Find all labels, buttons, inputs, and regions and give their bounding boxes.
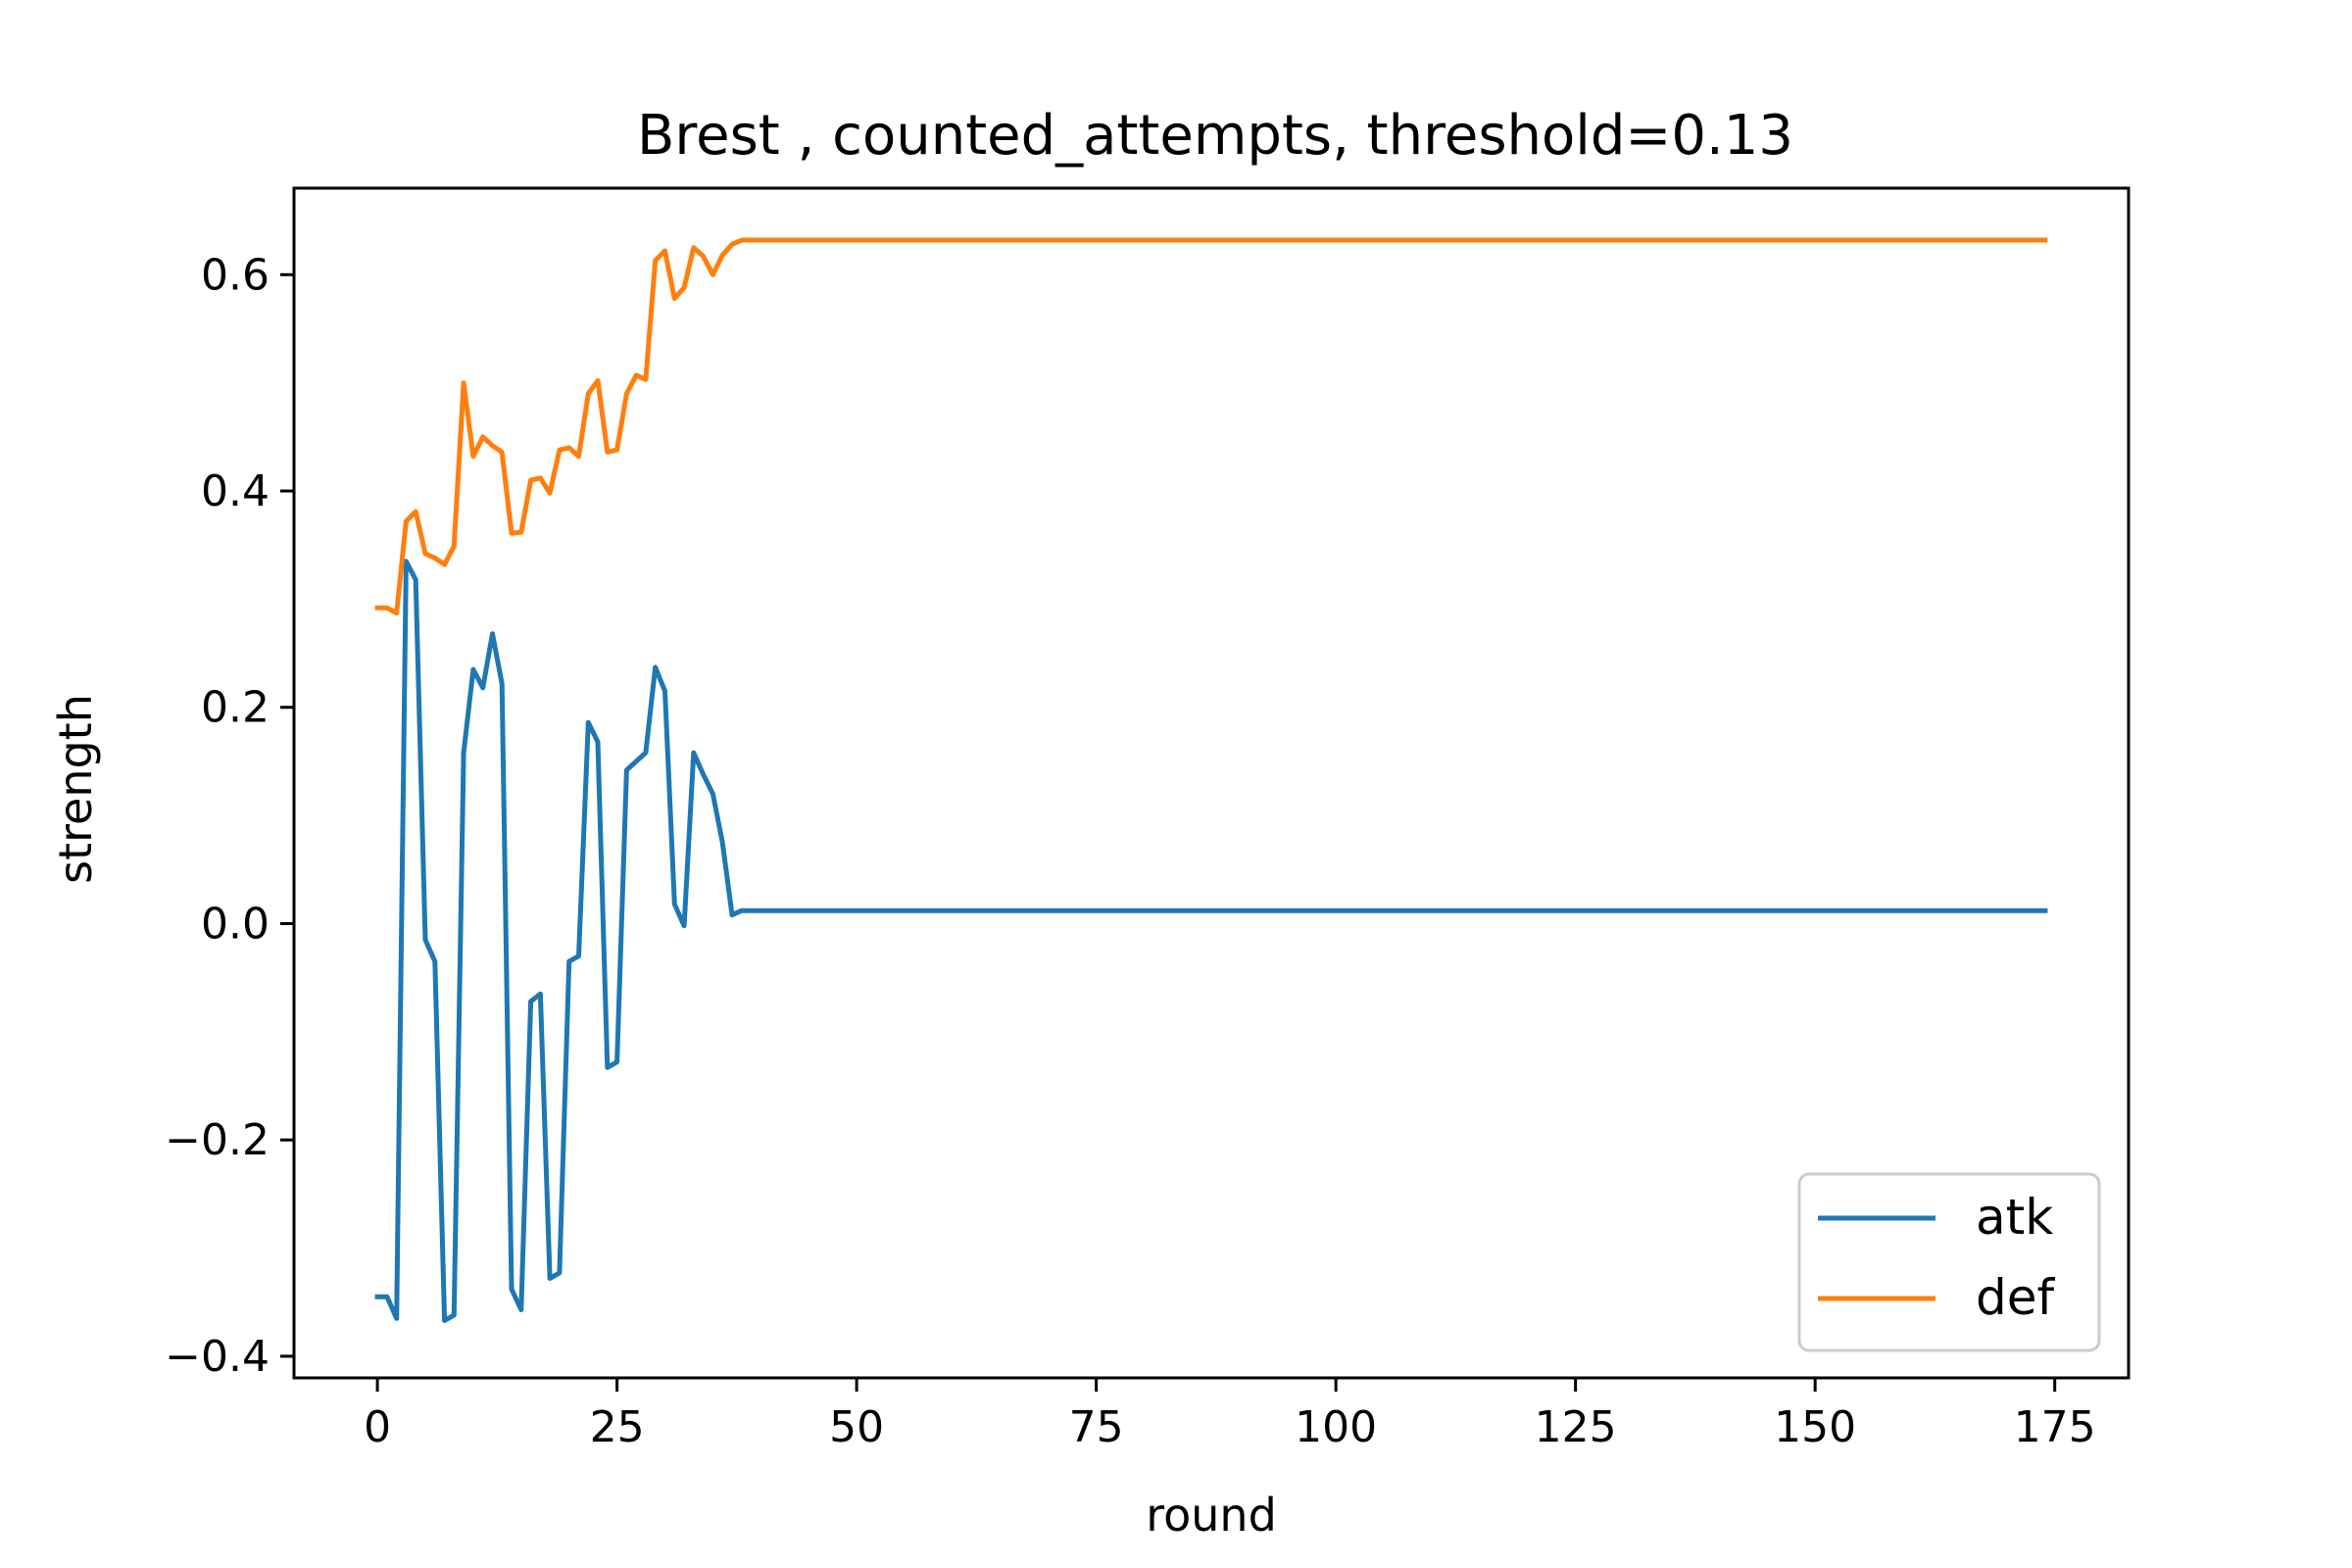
series-line-def (374, 237, 2048, 616)
x-tick-label: 25 (590, 1402, 645, 1452)
y-tick-label: −0.2 (165, 1115, 270, 1165)
x-tick-label: 50 (829, 1402, 884, 1452)
y-tick-label: 0.6 (201, 250, 270, 300)
x-tick-label: 0 (364, 1402, 391, 1452)
plot-frame (292, 186, 2131, 1380)
x-tick-label: 100 (1295, 1402, 1377, 1452)
x-tick-label: 125 (1535, 1402, 1617, 1452)
x-tick-label: 75 (1069, 1402, 1124, 1452)
y-tick-label: −0.4 (165, 1332, 270, 1382)
y-axis: −0.4 −0.2 0.0 0.2 0.4 0.6 (165, 250, 294, 1382)
y-tick-label: 0.4 (201, 466, 270, 516)
x-tick-label: 175 (2014, 1402, 2096, 1452)
legend-atk-label: atk (1976, 1189, 2053, 1246)
y-tick-label: 0.2 (201, 683, 270, 733)
x-tick-label: 150 (1774, 1402, 1856, 1452)
x-axis: 0 25 50 75 100 125 150 175 (364, 1378, 2096, 1452)
legend: atk def (1797, 1172, 2101, 1352)
y-tick-label: 0.0 (201, 899, 270, 949)
plot-series (374, 237, 2048, 1323)
chart-title: Brest , counted_attempts, threshold=0.13 (637, 104, 1793, 168)
legend-def-label: def (1976, 1269, 2056, 1326)
y-axis-label: strength (49, 694, 102, 884)
x-axis-label: round (1146, 1489, 1277, 1542)
series-line-atk (374, 559, 2048, 1323)
